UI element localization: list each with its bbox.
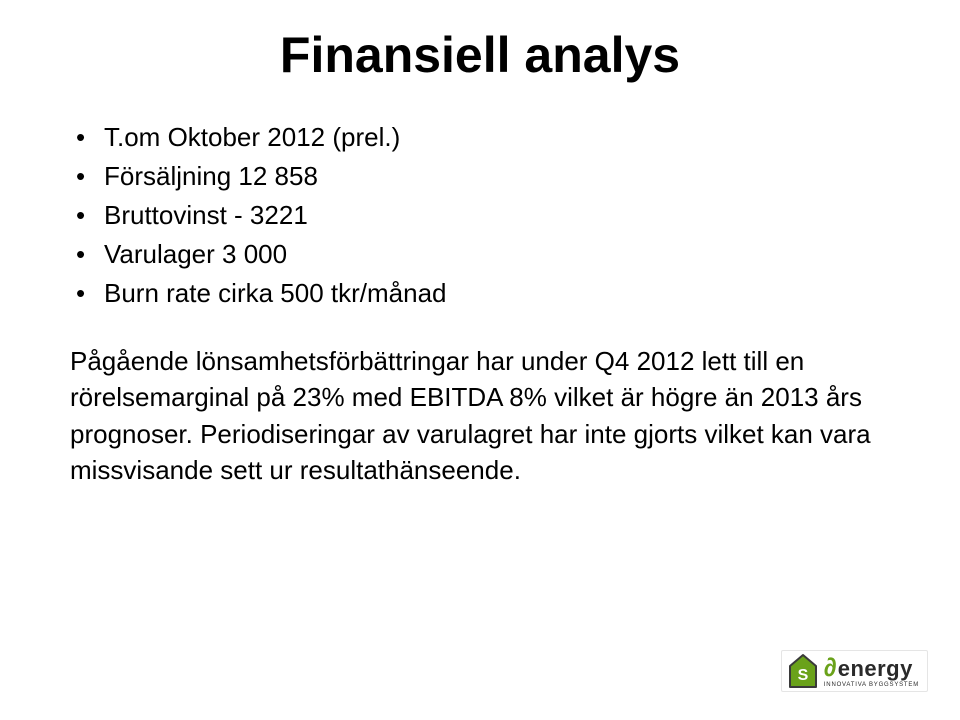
list-item: Bruttovinst - 3221 — [76, 196, 920, 235]
list-item: Försäljning 12 858 — [76, 157, 920, 196]
list-item: Burn rate cirka 500 tkr/månad — [76, 274, 920, 313]
list-item: Varulager 3 000 — [76, 235, 920, 274]
slide: Finansiell analys T.om Oktober 2012 (pre… — [0, 0, 960, 720]
svg-text:S: S — [798, 667, 809, 684]
logo-text: ∂ energy INNOVATIVA BYGGSYSTEM — [824, 654, 919, 688]
house-icon: S — [788, 653, 818, 689]
logo-brand-rest: energy — [838, 658, 913, 680]
company-logo: S ∂ energy INNOVATIVA BYGGSYSTEM — [781, 650, 928, 692]
logo-subline: INNOVATIVA BYGGSYSTEM — [824, 682, 919, 688]
list-item: T.om Oktober 2012 (prel.) — [76, 118, 920, 157]
bullet-list: T.om Oktober 2012 (prel.) Försäljning 12… — [40, 118, 920, 313]
body-paragraph: Pågående lönsamhetsförbättringar har und… — [40, 343, 920, 489]
logo-brand-letter: ∂ — [824, 654, 837, 680]
page-title: Finansiell analys — [40, 26, 920, 84]
